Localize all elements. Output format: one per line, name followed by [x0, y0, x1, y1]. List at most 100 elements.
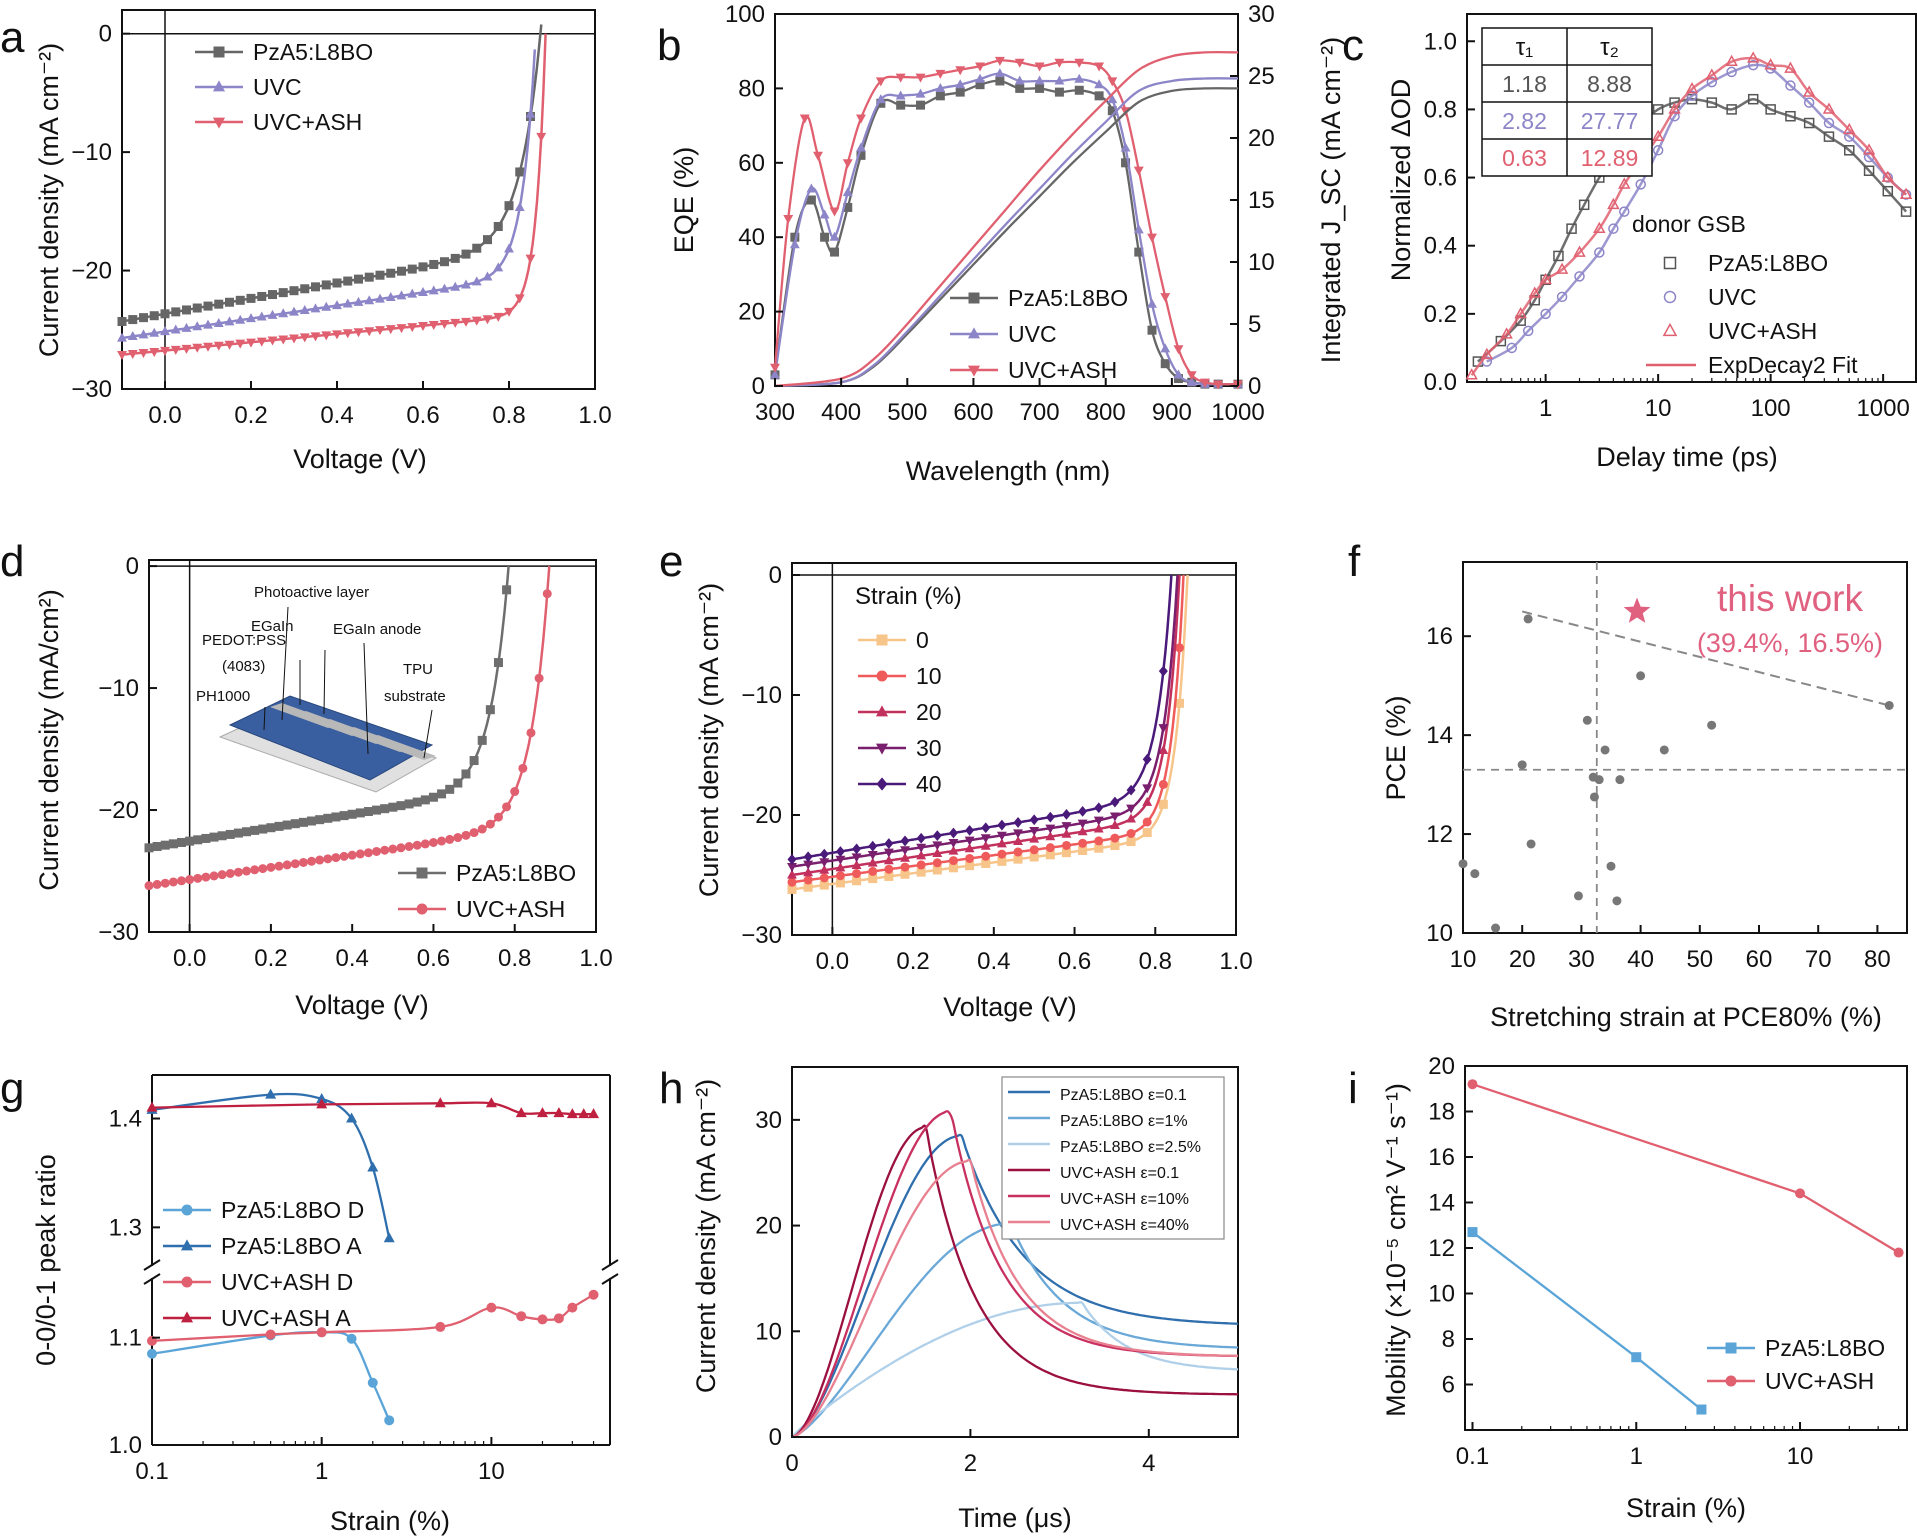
- data-point: [1540, 308, 1551, 320]
- series-line: [148, 566, 510, 850]
- data-point: [1158, 744, 1169, 754]
- data-point: [1094, 802, 1104, 814]
- data-point: [182, 305, 191, 315]
- data-point: [299, 333, 310, 343]
- x-tick-label: 40: [1627, 946, 1654, 973]
- data-point: [1573, 891, 1583, 901]
- data-point: [1213, 380, 1224, 390]
- data-point: [1013, 829, 1023, 839]
- y-tick-label: 14: [1428, 1190, 1455, 1217]
- y-tick-label: 14: [1426, 722, 1453, 749]
- data-point: [1126, 804, 1137, 814]
- data-point: [235, 339, 246, 349]
- data-point: [1652, 104, 1664, 115]
- y-tick-label: −20: [741, 802, 782, 829]
- data-point: [339, 811, 349, 821]
- data-point: [1651, 129, 1665, 142]
- data-point: [884, 871, 894, 881]
- x-tick-label: 1.0: [578, 402, 611, 429]
- data-point: [353, 328, 364, 338]
- data-point: [428, 320, 439, 330]
- data-point: [835, 871, 845, 881]
- x-tick-label: 0.1: [135, 1458, 168, 1485]
- data-point: [485, 1097, 497, 1108]
- data-point: [790, 232, 800, 242]
- legend-label: UVC+ASH ε=40%: [1060, 1217, 1189, 1234]
- data-point: [1126, 813, 1137, 823]
- inset-label: EGaIn: [251, 618, 294, 635]
- data-point: [1553, 250, 1564, 262]
- x-tick-label: 0.6: [1058, 948, 1091, 975]
- data-point: [428, 838, 438, 848]
- data-point: [1013, 854, 1023, 864]
- data-point: [233, 828, 243, 838]
- data-point: [282, 860, 292, 870]
- data-point: [1636, 671, 1646, 681]
- y-tick-label: −20: [98, 797, 139, 824]
- x-tick-label: 30: [1568, 946, 1595, 973]
- data-point: [1109, 819, 1120, 829]
- data-point: [289, 306, 299, 316]
- this-work-star: [1623, 597, 1651, 623]
- data-point: [1045, 843, 1055, 853]
- data-point: [806, 195, 816, 205]
- y-tick-label: 10: [1428, 1281, 1455, 1308]
- data-point: [1074, 85, 1084, 95]
- data-point: [274, 821, 284, 831]
- data-point: [332, 278, 342, 288]
- legend-label: UVC+ASH: [1765, 1368, 1874, 1394]
- data-point: [502, 802, 512, 812]
- data-point: [1094, 843, 1104, 853]
- data-point: [948, 839, 959, 848]
- plot-frame: [774, 13, 1239, 387]
- x-tick-label: 0.6: [406, 402, 439, 429]
- leader-line: [263, 706, 266, 731]
- data-point: [1045, 824, 1056, 834]
- data-point: [375, 326, 385, 336]
- data-point: [1174, 698, 1184, 708]
- panel-i: 0.1 1 10 6 8 10 12 14 16 18 20 PzA5:L8BO UVC+ASH i Str…: [1348, 1053, 1908, 1523]
- x-tick-label: 0.0: [816, 948, 849, 975]
- x-tick-label: 0.4: [335, 945, 368, 972]
- data-point: [542, 589, 552, 599]
- panel-letter: e: [659, 537, 683, 586]
- data-point: [948, 856, 958, 866]
- data-point: [471, 276, 482, 286]
- inset-label: EGaIn anode: [333, 621, 421, 638]
- data-point: [407, 288, 418, 298]
- data-point: [1574, 271, 1585, 282]
- data-point: [1556, 291, 1568, 303]
- y-axis-label: PCE (%): [1381, 695, 1411, 800]
- data-point: [553, 1107, 565, 1118]
- data-point: [117, 316, 127, 326]
- x-tick-label: 1: [1630, 1443, 1643, 1470]
- plot-frame: [121, 9, 596, 390]
- data-point: [311, 282, 320, 292]
- data-point: [1142, 784, 1153, 794]
- data-point: [282, 820, 292, 830]
- x-tick-label: 10: [1645, 395, 1672, 422]
- y-tick-label: 1.0: [1424, 28, 1457, 55]
- plot-frame: [791, 562, 1237, 936]
- data-point: [868, 866, 878, 876]
- data-point: [1608, 223, 1619, 234]
- data-point: [1803, 97, 1815, 108]
- data-point: [1900, 206, 1912, 217]
- data-point: [1594, 775, 1604, 785]
- data-point: [1158, 799, 1168, 809]
- data-point: [420, 839, 430, 849]
- x-tick-label: 100: [1751, 395, 1791, 422]
- data-point: [1600, 745, 1610, 755]
- data-point: [258, 824, 268, 834]
- y-tick-label: 0.2: [1424, 301, 1457, 328]
- y-axis-label: EQE (%): [669, 147, 699, 254]
- data-point: [997, 856, 1007, 866]
- data-point: [1035, 83, 1045, 93]
- x-tick-label: 0.2: [896, 948, 929, 975]
- legend-marker: [212, 80, 226, 92]
- data-point: [578, 1108, 590, 1119]
- axis-break: [143, 1259, 161, 1271]
- data-point: [1526, 839, 1536, 849]
- data-point: [450, 281, 461, 291]
- data-point: [1578, 199, 1590, 211]
